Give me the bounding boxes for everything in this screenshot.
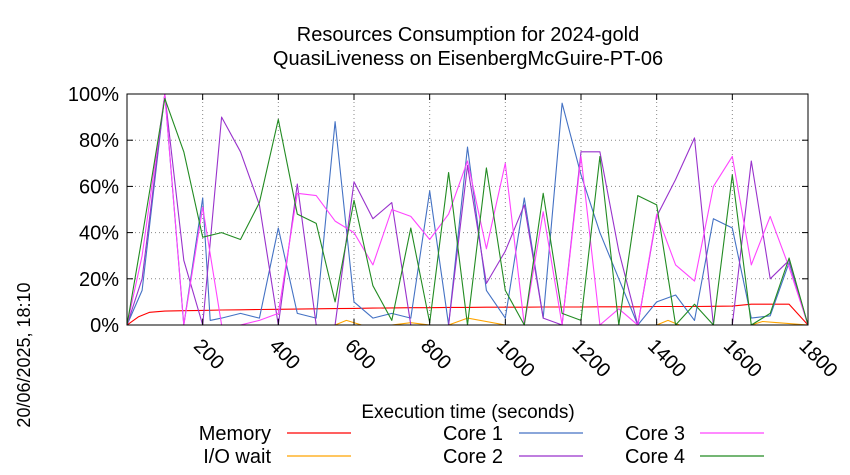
x-tick-label: 1600: [719, 335, 766, 382]
x-tick-label: 200: [189, 335, 228, 374]
series-line-core-3: [126, 93, 809, 326]
series-line-memory: [126, 303, 809, 326]
grid: [127, 94, 808, 325]
x-tick-label: 1800: [794, 335, 841, 382]
y-tick-label: 40%: [79, 223, 119, 245]
legend-label: Core 3: [625, 423, 685, 445]
y-tick-label: 100%: [68, 84, 119, 106]
series-line-core-2: [126, 93, 809, 326]
plot-frame: [126, 93, 809, 326]
x-tick-label: 400: [265, 335, 304, 374]
series-line-core-4: [126, 98, 809, 326]
y-tick-label: 0%: [90, 315, 119, 337]
legend-label: Core 4: [625, 446, 685, 468]
legend-label: Core 1: [443, 423, 503, 445]
x-tick-label: 800: [416, 335, 455, 374]
y-tick-label: 80%: [79, 130, 119, 152]
chart-title-line-2: QuasiLiveness on EisenbergMcGuire-PT-06: [273, 48, 663, 70]
legend-label: Memory: [199, 423, 271, 445]
series-line-i-o-wait: [127, 317, 809, 326]
legend-label: Core 2: [443, 446, 503, 468]
y-tick-label: 20%: [79, 269, 119, 291]
series-layer: [126, 93, 809, 326]
timestamp-label: 20/06/2025, 18:10: [14, 282, 34, 427]
chart-title-line-1: Resources Consumption for 2024-gold: [297, 24, 639, 46]
x-tick-label: 1200: [567, 335, 614, 382]
x-axis-label: Execution time (seconds): [361, 402, 574, 423]
legend-label: I/O wait: [203, 446, 271, 468]
x-tick-label: 1000: [492, 335, 539, 382]
x-tick-label: 600: [340, 335, 379, 374]
y-tick-label: 60%: [79, 176, 119, 198]
series-line-core-1: [126, 93, 809, 326]
x-tick-label: 1400: [643, 335, 690, 382]
